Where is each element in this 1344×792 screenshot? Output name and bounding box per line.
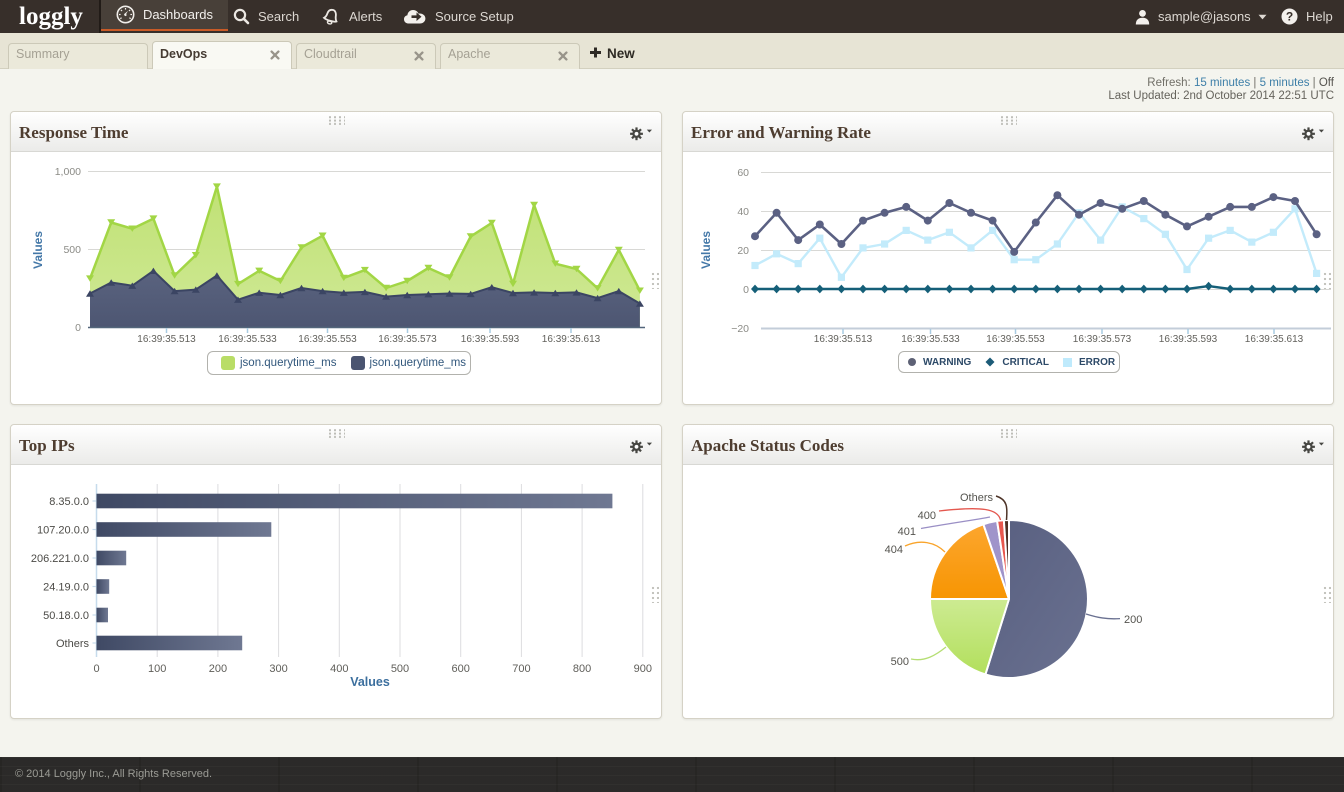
- svg-text:?: ?: [1286, 10, 1293, 24]
- svg-text:−20: −20: [731, 323, 749, 335]
- svg-text:40: 40: [737, 206, 749, 218]
- svg-text:404: 404: [885, 544, 903, 556]
- svg-text:16:39:35.533: 16:39:35.533: [901, 334, 960, 345]
- svg-text:16:39:35.593: 16:39:35.593: [461, 334, 520, 345]
- svg-text:16:39:35.513: 16:39:35.513: [814, 334, 873, 345]
- svg-text:401: 401: [898, 526, 916, 538]
- svg-text:500: 500: [391, 663, 409, 675]
- svg-text:500: 500: [891, 656, 909, 668]
- svg-text:900: 900: [634, 663, 652, 675]
- svg-text:16:39:35.553: 16:39:35.553: [298, 334, 357, 345]
- svg-text:100: 100: [148, 663, 166, 675]
- svg-text:Values: Values: [31, 231, 45, 269]
- svg-text:0: 0: [743, 284, 749, 296]
- svg-text:16:39:35.573: 16:39:35.573: [378, 334, 437, 345]
- svg-text:20: 20: [737, 245, 749, 257]
- svg-text:600: 600: [452, 663, 470, 675]
- svg-text:Others: Others: [960, 492, 994, 504]
- svg-text:200: 200: [1124, 614, 1142, 626]
- svg-text:107.20.0.0: 107.20.0.0: [37, 525, 89, 537]
- svg-text:400: 400: [918, 510, 936, 522]
- svg-text:200: 200: [209, 663, 227, 675]
- svg-text:400: 400: [330, 663, 348, 675]
- svg-text:16:39:35.573: 16:39:35.573: [1073, 334, 1132, 345]
- svg-text:Values: Values: [699, 231, 713, 269]
- svg-text:206.221.0.0: 206.221.0.0: [31, 553, 89, 565]
- svg-text:1,000: 1,000: [55, 166, 81, 178]
- svg-text:24.19.0.0: 24.19.0.0: [43, 582, 89, 594]
- svg-text:0: 0: [93, 663, 99, 675]
- svg-text:16:39:35.613: 16:39:35.613: [1245, 334, 1304, 345]
- svg-text:500: 500: [63, 244, 81, 256]
- svg-text:0: 0: [75, 322, 81, 334]
- svg-text:16:39:35.513: 16:39:35.513: [137, 334, 196, 345]
- svg-text:Others: Others: [56, 638, 90, 650]
- svg-text:16:39:35.553: 16:39:35.553: [986, 334, 1045, 345]
- svg-text:700: 700: [512, 663, 530, 675]
- svg-text:60: 60: [737, 167, 749, 179]
- svg-text:800: 800: [573, 663, 591, 675]
- svg-text:16:39:35.593: 16:39:35.593: [1159, 334, 1218, 345]
- svg-text:Values: Values: [350, 675, 390, 689]
- svg-text:16:39:35.533: 16:39:35.533: [218, 334, 277, 345]
- svg-text:300: 300: [269, 663, 287, 675]
- svg-text:50.18.0.0: 50.18.0.0: [43, 610, 89, 622]
- svg-text:8.35.0.0: 8.35.0.0: [49, 496, 89, 508]
- svg-text:16:39:35.613: 16:39:35.613: [542, 334, 601, 345]
